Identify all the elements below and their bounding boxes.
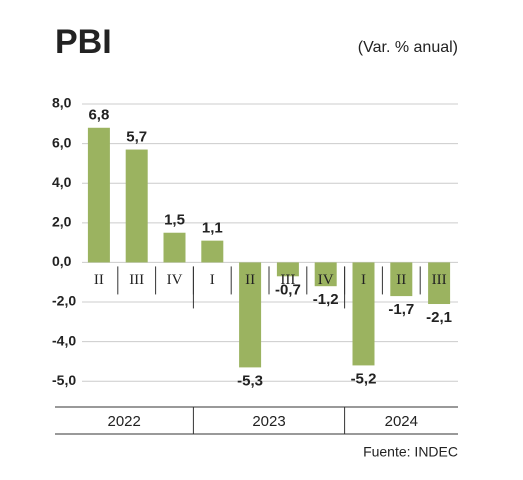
- x-tick-label: II: [94, 272, 104, 288]
- x-tick-label: I: [210, 272, 215, 288]
- y-tick-label: -2,0: [52, 293, 76, 309]
- value-label: -0,7: [275, 281, 301, 298]
- value-label: 5,7: [126, 129, 147, 146]
- x-tick-label: IV: [167, 272, 183, 288]
- bar: [390, 262, 413, 297]
- bar: [428, 262, 451, 305]
- x-tick-label: I: [361, 272, 366, 288]
- value-label: 1,1: [202, 220, 223, 237]
- bar: [87, 127, 110, 263]
- value-label: -1,2: [313, 291, 339, 308]
- y-tick-label: 6,0: [52, 134, 72, 150]
- year-label: 2022: [108, 413, 141, 430]
- value-label: -5,3: [237, 372, 263, 389]
- x-tick-label: III: [129, 272, 144, 288]
- value-label: 6,8: [88, 107, 109, 124]
- chart-title: PBI: [55, 23, 112, 61]
- bar: [239, 262, 262, 368]
- x-tick-label: III: [432, 272, 447, 288]
- bar: [201, 240, 224, 263]
- value-label: 1,5: [164, 212, 185, 229]
- bar: [352, 262, 375, 366]
- bar: [314, 262, 337, 287]
- y-tick-label: 4,0: [52, 174, 72, 190]
- y-tick-label: 8,0: [52, 95, 72, 111]
- chart-subtitle: (Var. % anual): [358, 39, 458, 56]
- bar: [125, 149, 148, 263]
- x-tick-label: II: [396, 272, 406, 288]
- year-label: 2023: [252, 413, 285, 430]
- value-label: -2,1: [426, 309, 452, 326]
- y-tick-label: 2,0: [52, 214, 72, 230]
- bar: [276, 262, 299, 277]
- y-tick-label: -5,0: [52, 372, 76, 388]
- value-label: -5,2: [351, 370, 377, 387]
- y-tick-label: -4,0: [52, 332, 76, 348]
- y-tick-label: 0,0: [52, 253, 72, 269]
- bar: [163, 232, 186, 263]
- year-label: 2024: [385, 413, 418, 430]
- value-label: -1,7: [388, 301, 414, 318]
- x-tick-label: II: [245, 272, 255, 288]
- x-tick-label: III: [280, 272, 295, 288]
- source: Fuente: INDEC: [363, 444, 458, 460]
- x-tick-label: IV: [318, 272, 334, 288]
